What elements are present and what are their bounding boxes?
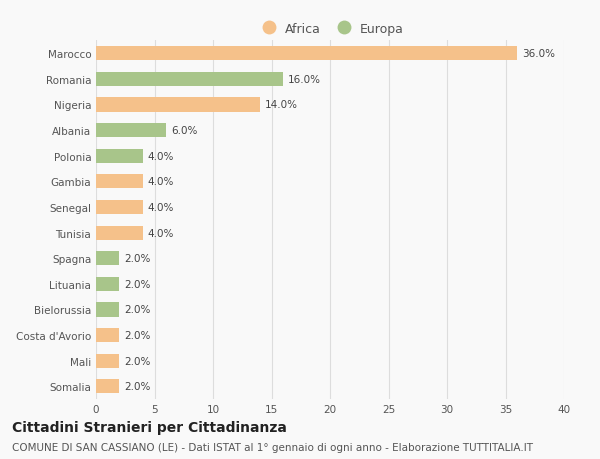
Bar (96, 328, 119, 342)
Bar (96, 303, 119, 317)
Bar (96, 124, 166, 138)
Text: 4.0%: 4.0% (148, 177, 174, 187)
Bar (96, 47, 517, 61)
Bar (96, 226, 143, 240)
Bar (96, 175, 143, 189)
Bar (96, 380, 119, 393)
Legend: Africa, Europa: Africa, Europa (256, 22, 404, 35)
Bar (96, 354, 119, 368)
Bar (96, 201, 143, 214)
Text: 14.0%: 14.0% (265, 100, 298, 110)
Text: 2.0%: 2.0% (124, 254, 151, 263)
Bar (96, 252, 119, 266)
Text: COMUNE DI SAN CASSIANO (LE) - Dati ISTAT al 1° gennaio di ogni anno - Elaborazio: COMUNE DI SAN CASSIANO (LE) - Dati ISTAT… (12, 442, 533, 452)
Text: 2.0%: 2.0% (124, 356, 151, 366)
Bar (96, 277, 119, 291)
Text: 36.0%: 36.0% (522, 49, 555, 59)
Bar (96, 73, 283, 87)
Text: 4.0%: 4.0% (148, 202, 174, 213)
Text: Cittadini Stranieri per Cittadinanza: Cittadini Stranieri per Cittadinanza (12, 420, 287, 434)
Text: 4.0%: 4.0% (148, 228, 174, 238)
Text: 6.0%: 6.0% (171, 126, 197, 136)
Text: 16.0%: 16.0% (288, 75, 321, 84)
Text: 2.0%: 2.0% (124, 305, 151, 315)
Bar (96, 98, 260, 112)
Bar (96, 149, 143, 163)
Text: 2.0%: 2.0% (124, 279, 151, 289)
Text: 2.0%: 2.0% (124, 330, 151, 341)
Text: 4.0%: 4.0% (148, 151, 174, 162)
Text: 2.0%: 2.0% (124, 381, 151, 392)
